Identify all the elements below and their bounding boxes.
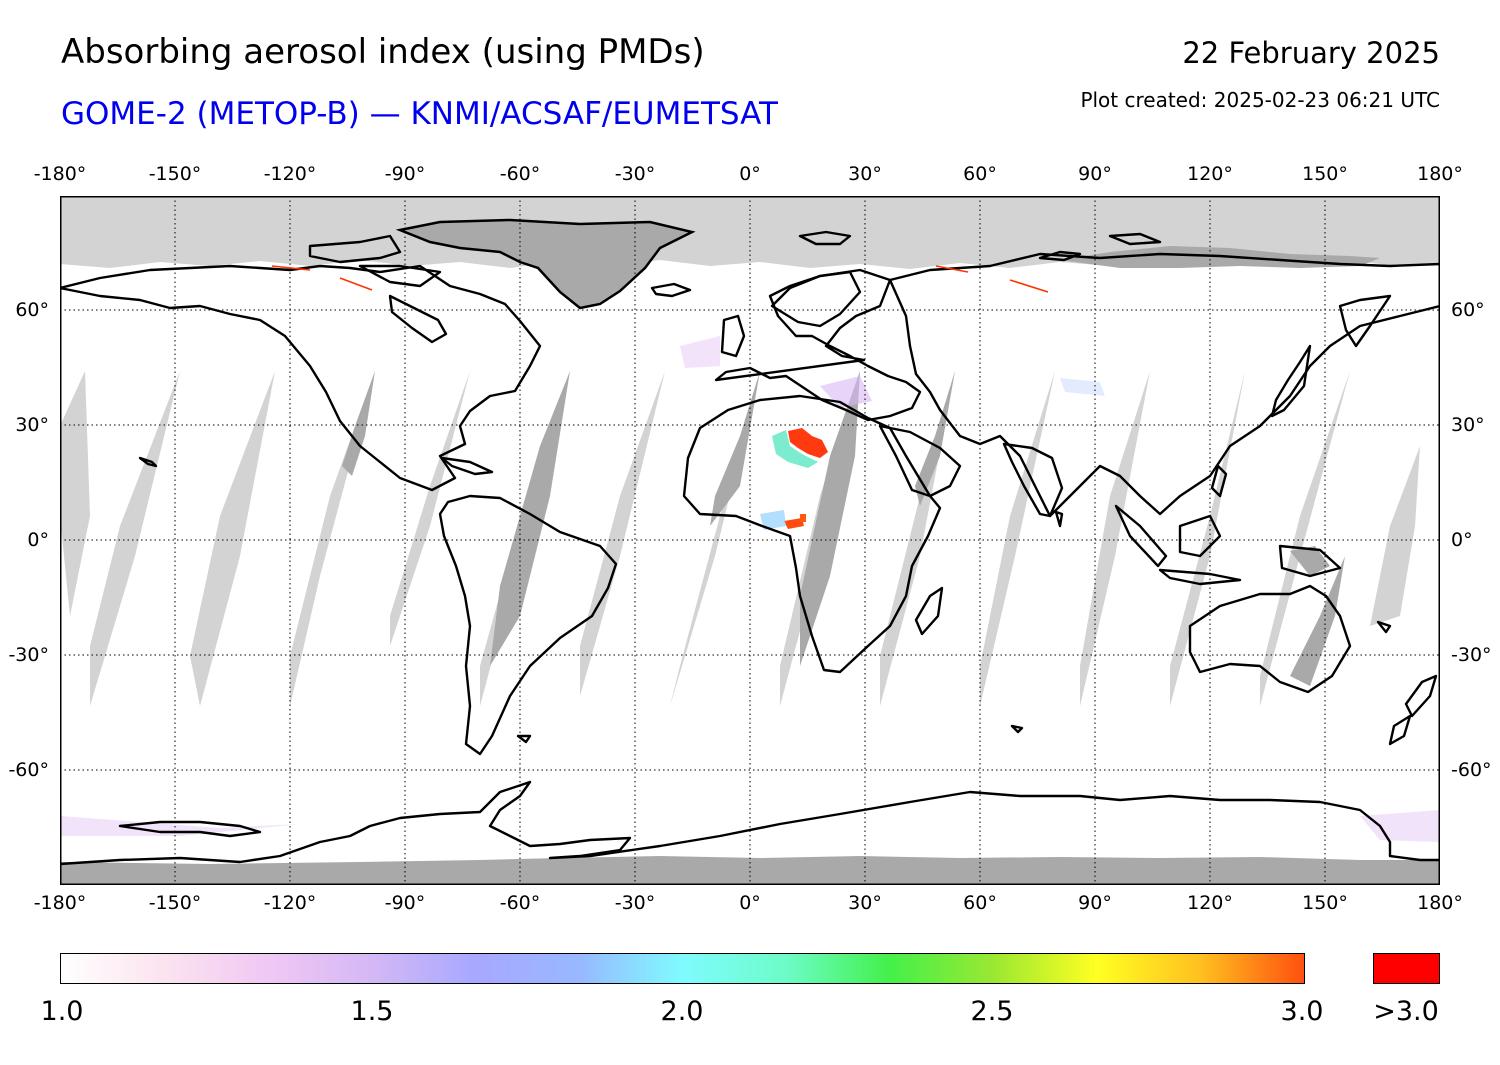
plot-created-label: Plot created: 2025-02-23 06:21 UTC [1080,88,1440,112]
lon-tick-bottom: 30° [848,892,882,914]
lon-tick-top: -120° [263,163,317,185]
colorbar-tick-label: 1.5 [350,996,394,1027]
gulf-of-guinea-aerosol [784,518,804,529]
australia-coast [1188,584,1352,694]
colorbar-over-swatch [1373,953,1440,984]
lon-tick-top: 60° [963,163,997,185]
greenland-no-data [395,218,696,310]
lon-tick-top: 120° [1187,163,1233,185]
orbit-gap-land [342,371,1345,686]
lon-tick-bottom: -60° [499,892,541,914]
lon-tick-bottom: 180° [1417,892,1463,914]
colorbar-over-label: >3.0 [1373,996,1439,1027]
lon-tick-top: 180° [1417,163,1463,185]
lat-tick-left: 60° [15,299,49,321]
colorbar-tick-label: 2.5 [970,996,1014,1027]
lon-tick-top: -180° [33,163,87,185]
antarctica-coast [60,780,1440,866]
colorbar [60,953,1305,984]
lon-tick-top: -150° [148,163,202,185]
lon-tick-bottom: 150° [1302,892,1348,914]
map-frame [60,196,1440,885]
lon-tick-bottom: 0° [739,892,761,914]
lat-tick-right: -30° [1451,644,1492,666]
colorbar-tick-label: 1.0 [40,996,84,1027]
asia-coast [888,252,1440,518]
sahara-aerosol-plume-mid [772,430,818,468]
lat-tick-right: 30° [1451,414,1485,436]
colorbar-tick-label: 2.0 [660,996,704,1027]
africa-coast [682,394,942,674]
lon-tick-top: 90° [1078,163,1112,185]
lat-tick-right: 60° [1451,299,1485,321]
colorbar-tick-label: 3.0 [1280,996,1324,1027]
lon-tick-bottom: -150° [148,892,202,914]
sahara-aerosol-plume-high [788,428,828,458]
lat-tick-right: 0° [1451,529,1473,551]
lon-tick-top: -30° [614,163,656,185]
lat-tick-left: -30° [8,644,49,666]
lon-tick-top: -90° [384,163,426,185]
lat-tick-right: -60° [1451,759,1492,781]
lon-tick-bottom: -120° [263,892,317,914]
lat-tick-left: 30° [15,414,49,436]
lon-tick-bottom: -90° [384,892,426,914]
lon-tick-bottom: 120° [1187,892,1233,914]
graticule [60,196,1440,885]
lon-tick-bottom: 60° [963,892,997,914]
lat-tick-left: 0° [27,529,49,551]
lon-tick-top: 0° [739,163,761,185]
lon-tick-top: 30° [848,163,882,185]
lat-tick-left: -60° [8,759,49,781]
map-title: Absorbing aerosol index (using PMDs) [61,32,705,72]
map-subtitle: GOME-2 (METOP-B) — KNMI/ACSAF/EUMETSAT [61,96,778,132]
aerosol-index-map [60,196,1440,885]
hudson-bay-coast [388,294,448,344]
lon-tick-top: 150° [1302,163,1348,185]
red-line-artifacts [271,265,1049,293]
lon-tick-bottom: -30° [614,892,656,914]
north-america-coast [60,264,542,492]
europe-coast [714,268,922,422]
lon-tick-bottom: -180° [33,892,87,914]
coastlines [60,230,1440,866]
lon-tick-bottom: 90° [1078,892,1112,914]
south-america-coast [438,494,618,756]
lon-tick-top: -60° [499,163,541,185]
map-date: 22 February 2025 [1182,36,1440,70]
